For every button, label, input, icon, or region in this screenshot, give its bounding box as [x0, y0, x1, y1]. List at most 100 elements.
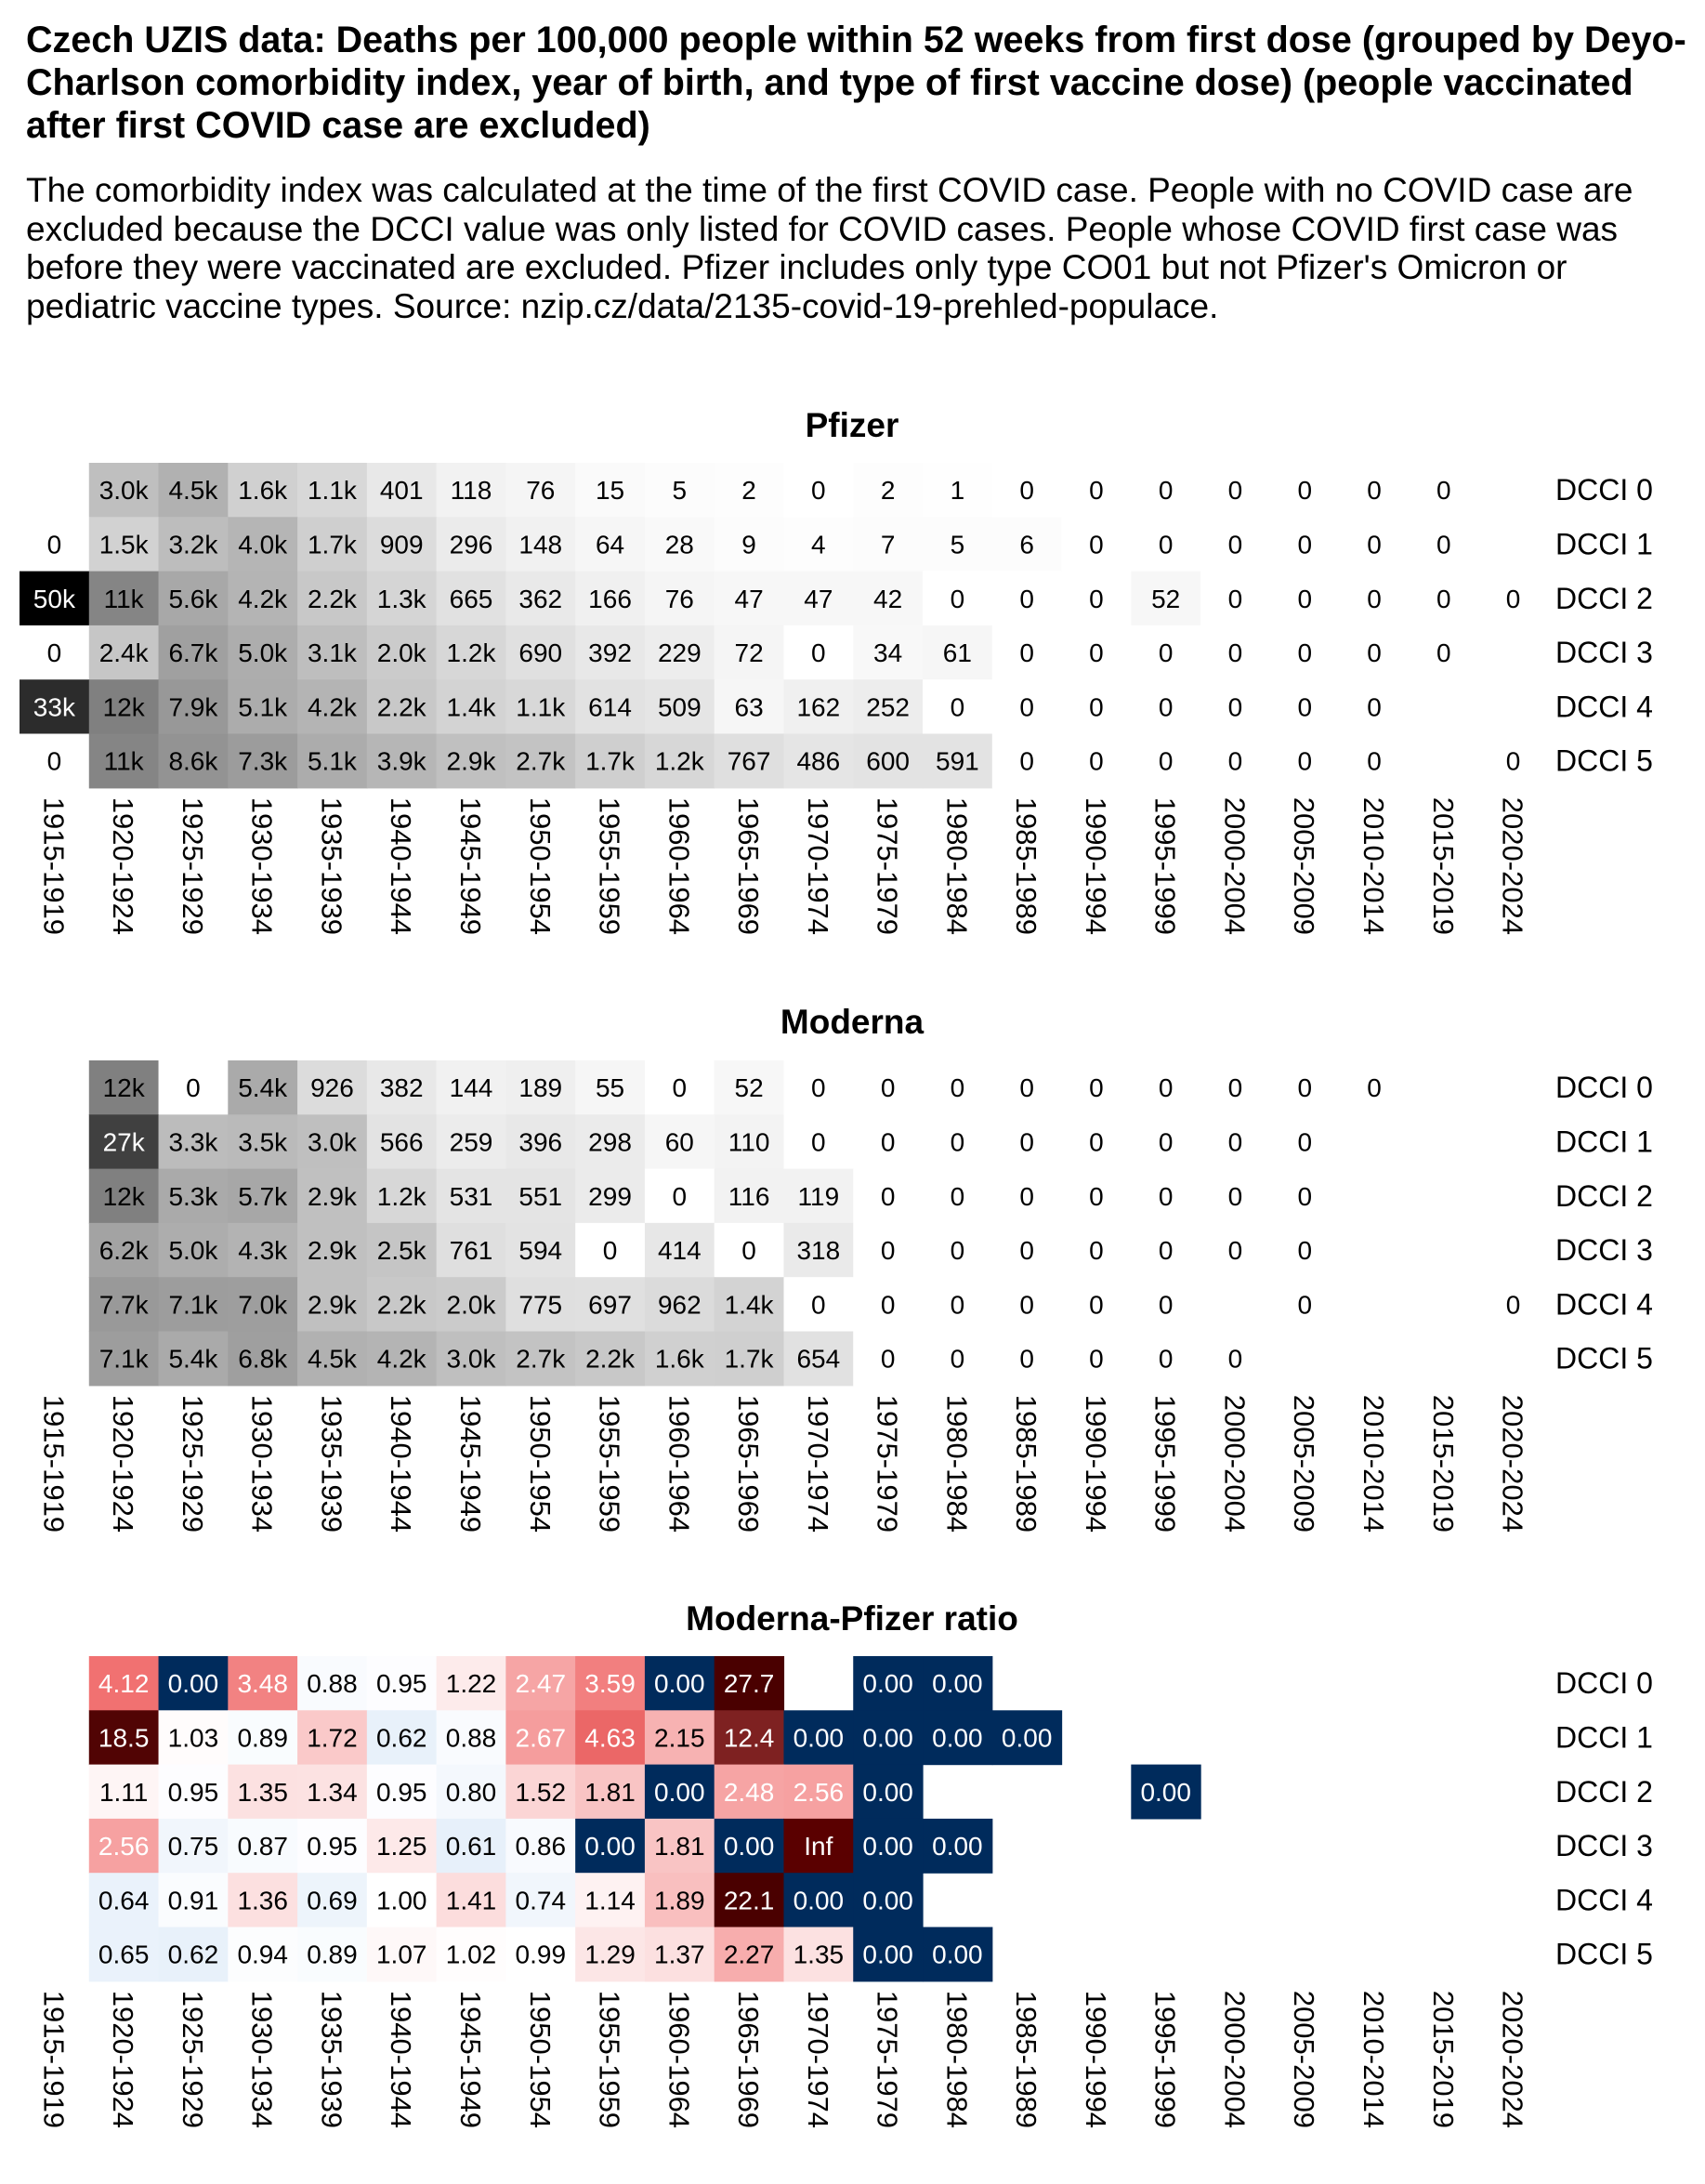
cell-label: 0: [1228, 1073, 1243, 1102]
cell-label: 486: [796, 747, 840, 776]
heatmap-cell: [1131, 517, 1201, 572]
cell-label: 0.00: [724, 1832, 775, 1861]
heatmap-cell: [158, 625, 229, 680]
heatmap-cell: [923, 1331, 993, 1387]
heatmap-cell: [853, 463, 924, 518]
panel-title: Moderna: [780, 1003, 925, 1041]
heatmap-cell: [158, 1927, 229, 1982]
cell-label: 27.7: [724, 1669, 775, 1698]
cell-label: 4.2k: [308, 692, 358, 721]
heatmap-cell: [505, 1060, 576, 1115]
cell-label: 5: [673, 476, 688, 505]
heatmap-cell: [1339, 733, 1410, 789]
heatmap-cell: [1269, 733, 1341, 789]
heatmap-cell: [923, 1656, 993, 1711]
heatmap-cell: [88, 1277, 160, 1333]
cell-label: 0: [1019, 747, 1034, 776]
heatmap-cell: [436, 1222, 506, 1278]
column-label: 1985-1989: [1010, 797, 1043, 935]
cell-label: 28: [665, 530, 694, 559]
column-label: 2000-2004: [1218, 1991, 1251, 2128]
heatmap-cell: [644, 1060, 715, 1115]
cell-label: 12k: [103, 1182, 146, 1211]
column-label: 2020-2024: [1497, 1991, 1529, 2128]
cell-label: 1.00: [376, 1886, 427, 1914]
heatmap-cell: [1200, 463, 1271, 518]
cell-label: 0: [1159, 1345, 1174, 1374]
cell-label: 0: [603, 1236, 618, 1265]
heatmap-cell: [1061, 517, 1132, 572]
cell-label: 2.15: [654, 1723, 705, 1752]
heatmap-cell: [228, 1222, 298, 1278]
cell-label: 926: [310, 1073, 354, 1102]
heatmap-cell: [575, 1818, 646, 1874]
cell-label: Inf: [804, 1832, 833, 1861]
heatmap-cell: [1339, 517, 1410, 572]
column-label: 2005-2009: [1288, 1991, 1320, 2128]
cell-label: 0.89: [307, 1941, 358, 1969]
heatmap-cell: [436, 1873, 506, 1928]
column-label: 1995-1999: [1149, 797, 1182, 935]
cell-label: 0: [1297, 747, 1312, 776]
heatmap-cell: [853, 1060, 924, 1115]
heatmap-cell: [1269, 1114, 1341, 1170]
cell-label: 1: [951, 476, 965, 505]
heatmap-cell: [436, 1168, 506, 1224]
column-label: 1970-1974: [802, 1395, 834, 1533]
heatmap-cell: [575, 571, 646, 626]
heatmap-cell: [923, 1222, 993, 1278]
cell-label: 1.6k: [655, 1345, 705, 1374]
cell-label: 0.00: [862, 1778, 913, 1807]
heatmap-cell: [228, 517, 298, 572]
heatmap-cell: [644, 1277, 715, 1333]
heatmap-cell: [783, 733, 854, 789]
cell-label: 3.59: [584, 1669, 636, 1698]
cell-label: 0.87: [237, 1832, 288, 1861]
heatmap-cell: [158, 733, 229, 789]
cell-label: 3.2k: [168, 530, 218, 559]
cell-label: 0.95: [307, 1832, 358, 1861]
panel-title: Pfizer: [806, 406, 899, 444]
heatmap-cell: [505, 679, 576, 735]
heatmap-cell: [297, 1060, 368, 1115]
cell-label: 6: [1019, 530, 1034, 559]
cell-label: 6.2k: [99, 1236, 150, 1265]
heatmap-cell: [1131, 571, 1201, 626]
row-label: DCCI 3: [1555, 1233, 1653, 1267]
cell-label: 298: [588, 1127, 632, 1156]
cell-label: 0: [1089, 476, 1104, 505]
column-label: 2010-2014: [1357, 1991, 1390, 2128]
heatmap-cell: [366, 679, 438, 735]
heatmap-cell: [1200, 1331, 1271, 1387]
heatmap-cell: [575, 1060, 646, 1115]
heatmap-cell: [1061, 1331, 1132, 1387]
heatmap-cell: [644, 1222, 715, 1278]
column-label: 1975-1979: [872, 797, 904, 935]
heatmap-cell: [1200, 517, 1271, 572]
heatmap-cell: [853, 679, 924, 735]
cell-label: 2.2k: [377, 1290, 427, 1319]
cell-label: 0.00: [584, 1832, 636, 1861]
cell-label: 0: [1159, 1127, 1174, 1156]
column-label: 2020-2024: [1497, 1395, 1529, 1533]
heatmap-cell: [436, 733, 506, 789]
heatmap-cell: [228, 1818, 298, 1874]
heatmap-cell: [1200, 571, 1271, 626]
heatmap-cell: [575, 1168, 646, 1224]
heatmap-cell: [436, 679, 506, 735]
cell-label: 0: [881, 1182, 896, 1211]
cell-label: 0.95: [376, 1778, 427, 1807]
heatmap-cell: [228, 625, 298, 680]
cell-label: 1.36: [237, 1886, 288, 1914]
column-label: 1955-1959: [594, 1395, 626, 1533]
cell-label: 33k: [33, 692, 76, 721]
cell-label: 0: [1367, 585, 1382, 613]
cell-label: 0: [881, 1236, 896, 1265]
heatmap-cell: [923, 1927, 993, 1982]
heatmap-cell: [1269, 1060, 1341, 1115]
cell-label: 0: [1019, 1290, 1034, 1319]
cell-label: 0: [951, 1127, 965, 1156]
cell-label: 1.35: [237, 1778, 288, 1807]
heatmap-cell: [1409, 463, 1479, 518]
heatmap-cell: [1269, 1222, 1341, 1278]
